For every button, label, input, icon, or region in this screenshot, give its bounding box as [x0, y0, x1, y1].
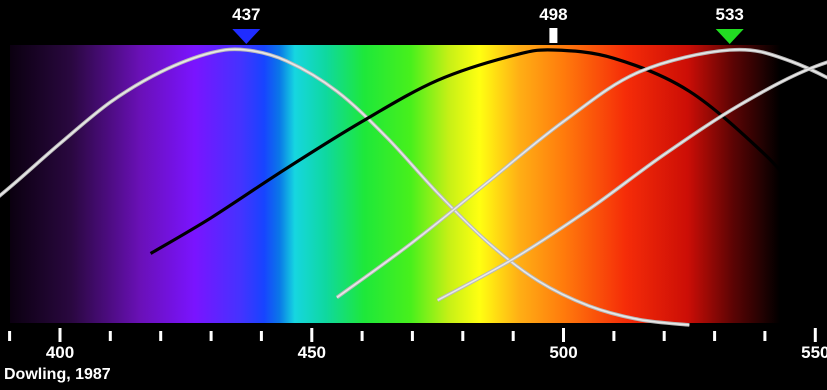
credit-text: Dowling, 1987 [4, 366, 111, 383]
minor-tick [159, 331, 163, 341]
minor-tick [763, 331, 767, 341]
major-tick [58, 328, 62, 342]
minor-tick [108, 331, 112, 341]
minor-tick [662, 331, 666, 341]
spectrum-band [10, 45, 780, 323]
major-tick [562, 328, 565, 342]
peak-marker-label: 533 [716, 5, 744, 24]
minor-tick [511, 331, 515, 341]
x-tick-label: 450 [298, 343, 326, 362]
minor-tick [259, 331, 263, 341]
series-line-1 [0, 48, 690, 326]
minor-tick [8, 331, 12, 341]
minor-tick [461, 331, 465, 341]
x-tick-label: 400 [46, 343, 74, 362]
x-tick-label: 550 [801, 343, 827, 362]
peak-marker [232, 29, 261, 44]
series-line-3 [336, 48, 827, 299]
minor-tick [713, 331, 717, 341]
minor-tick [612, 331, 616, 341]
minor-tick [209, 331, 213, 341]
peak-marker-label: 437 [232, 5, 260, 24]
series-line-4 [437, 61, 827, 302]
peak-marker [549, 28, 558, 43]
peak-marker [715, 29, 744, 44]
minor-tick [410, 331, 414, 341]
peak-marker-label: 498 [539, 5, 567, 24]
x-tick-label: 500 [549, 343, 577, 362]
major-tick [813, 328, 817, 342]
major-tick [310, 328, 314, 342]
series-line-2 [149, 48, 827, 255]
minor-tick [360, 331, 364, 341]
